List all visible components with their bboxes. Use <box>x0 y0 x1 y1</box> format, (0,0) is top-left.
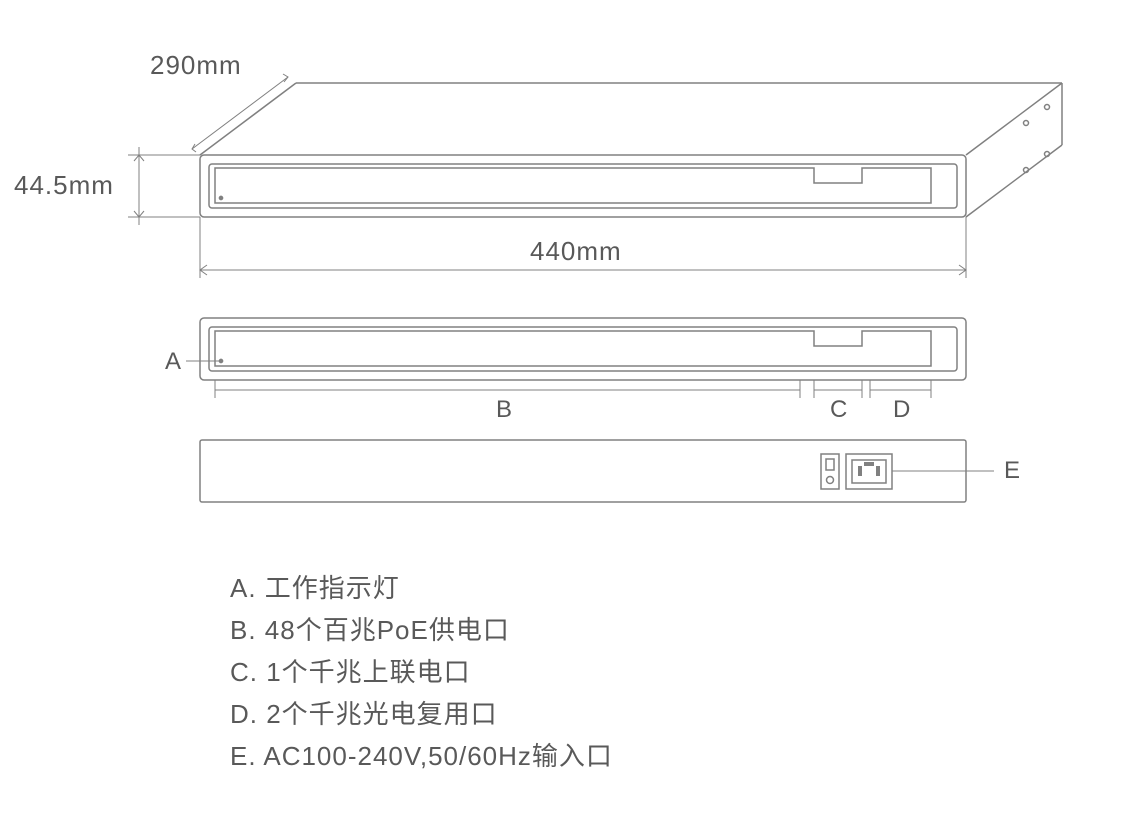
legend-a: A. 工作指示灯 <box>230 568 400 605</box>
diagram-container: 290mm 44.5mm 440mm A B C D E A. 工作指示灯 B.… <box>0 0 1123 837</box>
dim-depth-label: 290mm <box>150 50 242 81</box>
callout-b-label: B <box>496 396 512 424</box>
callout-a-label: A <box>165 348 181 376</box>
legend-e: E. AC100-240V,50/60Hz输入口 <box>230 736 613 773</box>
legend-c: C. 1个千兆上联电口 <box>230 652 471 689</box>
callout-c-label: C <box>830 396 847 424</box>
dim-height-label: 44.5mm <box>14 170 114 201</box>
legend-d: D. 2个千兆光电复用口 <box>230 694 498 731</box>
legend-b: B. 48个百兆PoE供电口 <box>230 610 510 647</box>
callout-e-label: E <box>1004 457 1020 485</box>
callout-d-label: D <box>893 396 910 424</box>
dim-width-label: 440mm <box>530 236 622 267</box>
diagram-svg <box>0 0 1123 837</box>
